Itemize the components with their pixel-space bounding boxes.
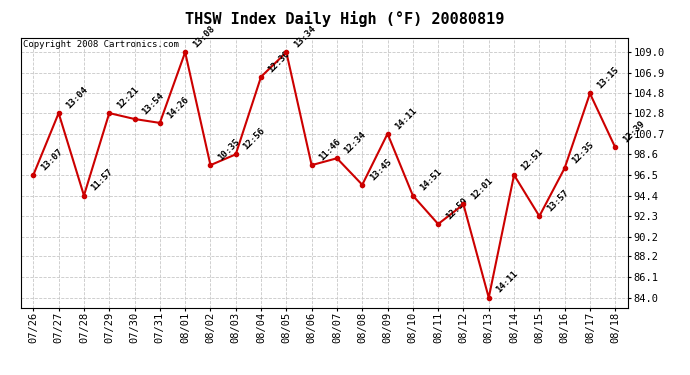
Text: 13:45: 13:45: [368, 157, 393, 182]
Text: 11:46: 11:46: [317, 137, 342, 162]
Text: Copyright 2008 Cartronics.com: Copyright 2008 Cartronics.com: [23, 40, 179, 49]
Text: 13:04: 13:04: [64, 85, 90, 110]
Text: 13:54: 13:54: [140, 91, 166, 116]
Text: 13:07: 13:07: [39, 147, 64, 172]
Text: 14:11: 14:11: [494, 270, 520, 295]
Text: 12:01: 12:01: [469, 176, 494, 202]
Text: 12:56: 12:56: [241, 126, 266, 152]
Text: 14:11: 14:11: [393, 106, 418, 131]
Text: 13:15: 13:15: [595, 65, 621, 91]
Text: 12:39: 12:39: [621, 119, 646, 145]
Text: 12:30: 12:30: [266, 49, 292, 74]
Text: 10:35: 10:35: [216, 137, 241, 162]
Text: THSW Index Daily High (°F) 20080819: THSW Index Daily High (°F) 20080819: [186, 11, 504, 27]
Text: 11:57: 11:57: [90, 167, 115, 193]
Text: 12:34: 12:34: [342, 130, 368, 156]
Text: 12:35: 12:35: [570, 140, 595, 165]
Text: 13:57: 13:57: [545, 188, 570, 213]
Text: 14:51: 14:51: [418, 167, 444, 193]
Text: 12:59: 12:59: [444, 196, 469, 221]
Text: 12:21: 12:21: [115, 85, 140, 110]
Text: 13:34: 13:34: [292, 24, 317, 50]
Text: 14:26: 14:26: [166, 95, 190, 120]
Text: 12:51: 12:51: [520, 147, 545, 172]
Text: 13:08: 13:08: [190, 24, 216, 50]
